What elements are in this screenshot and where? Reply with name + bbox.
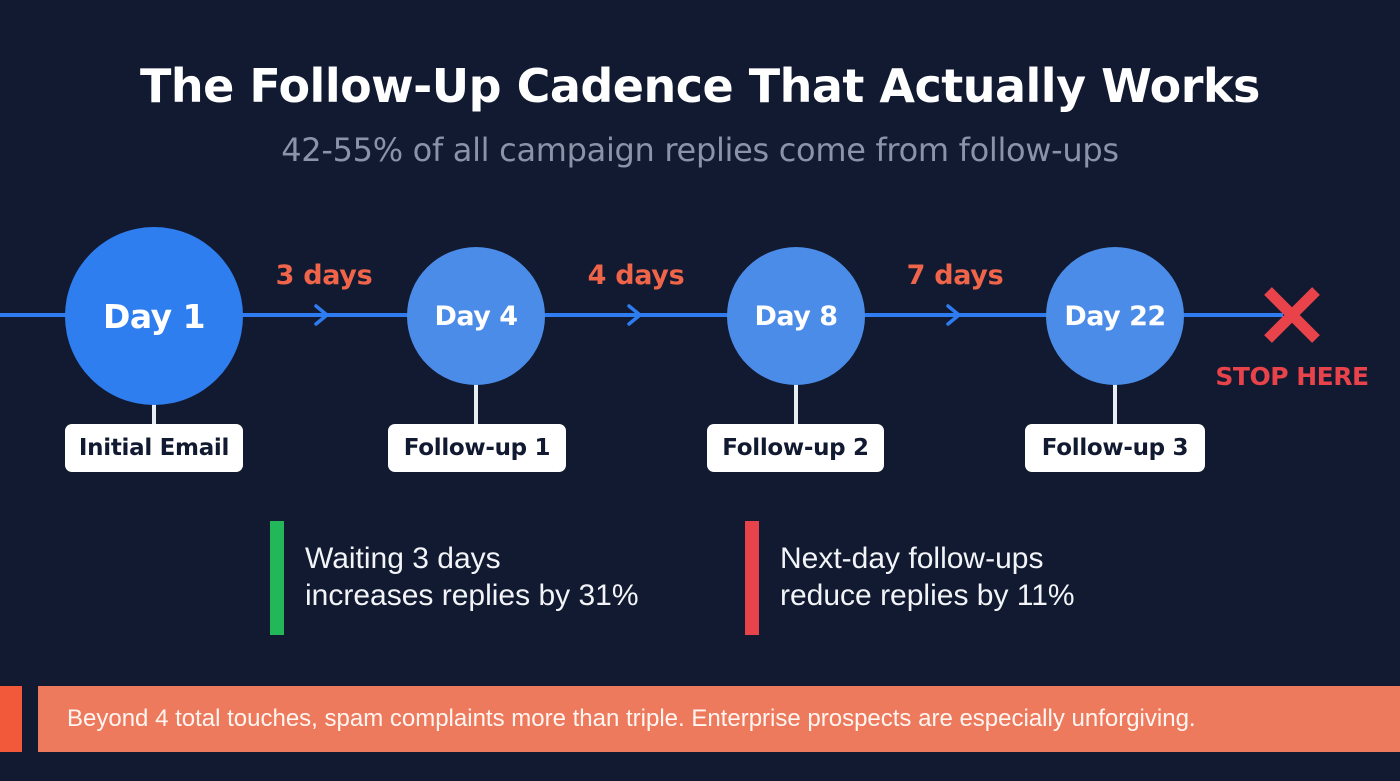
stat-line: increases replies by 31% [305, 579, 639, 612]
node-connector [474, 380, 478, 426]
stat-line: reduce replies by 11% [780, 579, 1075, 612]
timeline-node-day-4: Day 4 [407, 247, 545, 385]
interval-label: 4 days [587, 260, 685, 291]
node-connector [152, 400, 156, 426]
timeline-node-day-8: Day 8 [727, 247, 865, 385]
node-step-label: Follow-up 1 [388, 424, 566, 472]
stat-text: Next-day follow-ups reduce replies by 11… [780, 540, 1075, 614]
x-icon [1264, 287, 1320, 343]
node-step-label: Initial Email [65, 424, 243, 472]
node-connector [794, 380, 798, 426]
warning-banner: Beyond 4 total touches, spam complaints … [38, 686, 1400, 752]
stat-line: Waiting 3 days [305, 542, 501, 575]
page-subtitle: 42-55% of all campaign replies come from… [281, 131, 1119, 169]
node-day-label: Day 1 [102, 296, 206, 336]
arrow-right-icon [946, 304, 961, 326]
stat-text: Waiting 3 days increases replies by 31% [305, 540, 639, 614]
interval-label: 7 days [906, 260, 1004, 291]
arrow-right-icon [627, 304, 642, 326]
banner-text: Beyond 4 total touches, spam complaints … [67, 705, 1196, 732]
node-day-label: Day 22 [1064, 300, 1166, 332]
timeline-node-day-1: Day 1 [65, 227, 243, 405]
node-connector [1113, 380, 1117, 426]
page-title: The Follow-Up Cadence That Actually Work… [140, 59, 1260, 113]
stop-label: STOP HERE [1215, 362, 1369, 391]
timeline-node-day-22: Day 22 [1046, 247, 1184, 385]
node-day-label: Day 8 [754, 300, 838, 332]
node-step-label: Follow-up 3 [1025, 424, 1205, 472]
node-step-label: Follow-up 2 [707, 424, 884, 472]
node-day-label: Day 4 [434, 300, 518, 332]
interval-label: 3 days [275, 260, 373, 291]
positive-indicator-bar [270, 521, 284, 635]
arrow-right-icon [314, 304, 329, 326]
negative-indicator-bar [745, 521, 759, 635]
banner-accent [0, 686, 22, 752]
stat-line: Next-day follow-ups [780, 542, 1044, 575]
